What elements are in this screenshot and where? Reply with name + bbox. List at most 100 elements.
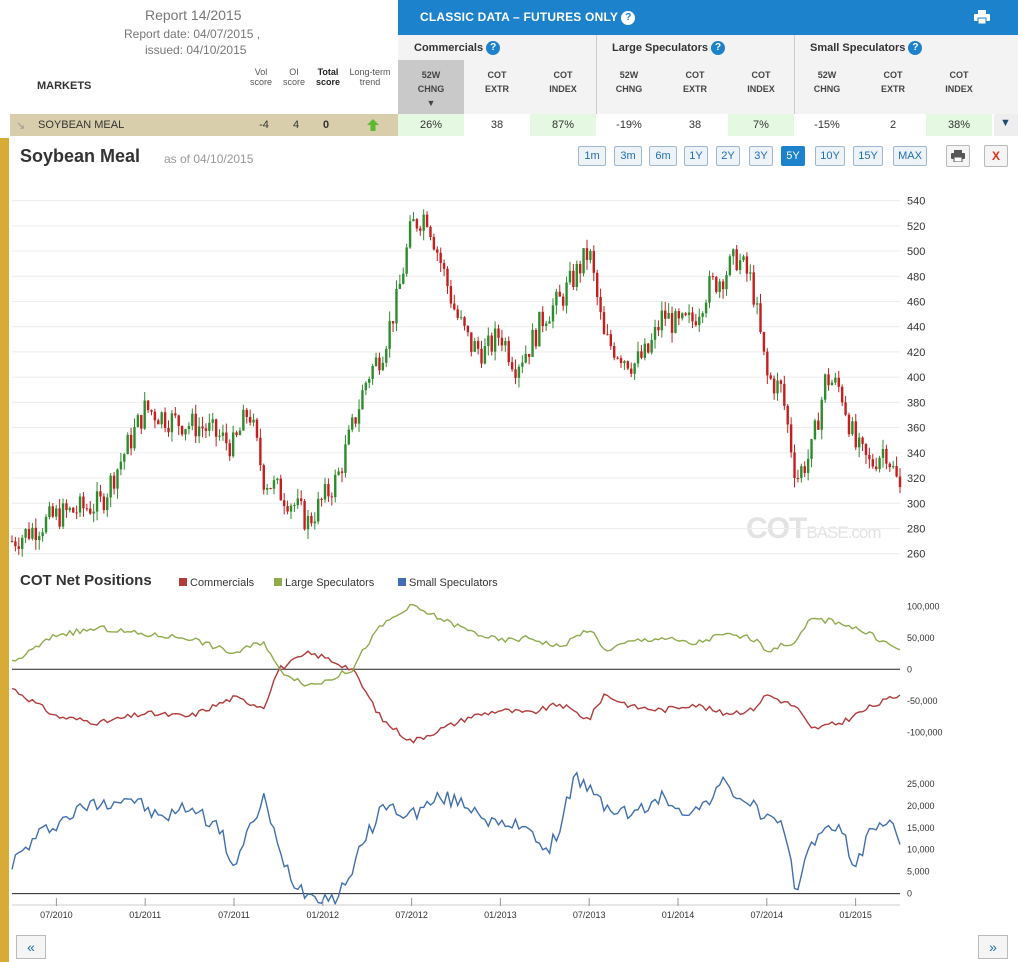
col-ls-cot-index[interactable]: COT INDEX bbox=[747, 70, 775, 94]
candle-body bbox=[531, 329, 534, 357]
y-tick-label: 400 bbox=[907, 372, 925, 384]
chart-title: Soybean Meal bbox=[20, 146, 141, 166]
candle-body bbox=[823, 374, 827, 400]
candle-body bbox=[527, 353, 531, 357]
nav-next-button[interactable]: » bbox=[978, 935, 1008, 959]
range-button-5y[interactable]: 5Y bbox=[781, 146, 805, 166]
y-tick-label: 380 bbox=[907, 397, 925, 409]
candle-body bbox=[133, 427, 136, 449]
candle-body bbox=[119, 461, 123, 470]
col-comm-cot-index[interactable]: COT INDEX bbox=[549, 70, 577, 94]
col-ss-cot-index[interactable]: COT INDEX bbox=[945, 70, 973, 94]
col-comm-52w-chng[interactable]: 52W CHNG ▼ bbox=[398, 60, 464, 114]
candle-body bbox=[317, 498, 320, 522]
help-icon[interactable]: ? bbox=[621, 10, 636, 25]
candle-body bbox=[187, 425, 191, 430]
table-row[interactable]: ↘ SOYBEAN MEAL -4 4 0 bbox=[10, 114, 398, 136]
candle-body bbox=[167, 428, 170, 433]
candle-body bbox=[419, 228, 422, 231]
close-button[interactable]: X bbox=[984, 145, 1008, 167]
markets-column-header[interactable]: MARKETS bbox=[37, 80, 92, 92]
oi-score-header[interactable]: OI score bbox=[282, 67, 305, 87]
candle-body bbox=[153, 411, 157, 421]
sort-desc-icon: ▼ bbox=[426, 98, 436, 108]
y-tick-label: -50,000 bbox=[907, 696, 938, 706]
candle-body bbox=[694, 321, 698, 326]
candle-body bbox=[306, 515, 310, 530]
y-tick-label: 360 bbox=[907, 423, 925, 435]
range-button-1y[interactable]: 1Y bbox=[684, 146, 708, 166]
range-button-6m[interactable]: 6m bbox=[649, 146, 677, 166]
y-tick-label: 260 bbox=[907, 549, 925, 561]
candle-body bbox=[650, 339, 653, 353]
divider bbox=[794, 35, 795, 114]
candle-body bbox=[623, 361, 626, 364]
y-tick-label: 20,000 bbox=[907, 801, 935, 811]
series-line-small-speculators bbox=[11, 771, 901, 906]
col-ss-52w-chng[interactable]: 52W CHNG bbox=[813, 70, 841, 94]
market-name[interactable]: SOYBEAN MEAL bbox=[38, 119, 125, 131]
candle-body bbox=[476, 341, 480, 349]
candle-body bbox=[847, 414, 851, 435]
candle-body bbox=[385, 348, 388, 363]
candle-body bbox=[606, 334, 609, 336]
candle-body bbox=[647, 343, 650, 353]
legend-small-speculators[interactable]: Small Speculators bbox=[398, 577, 498, 589]
col-ls-cot-extr[interactable]: COT EXTR bbox=[682, 70, 707, 94]
candle-body bbox=[371, 365, 374, 379]
candle-body bbox=[170, 413, 174, 433]
y-tick-label: 460 bbox=[907, 296, 925, 308]
candle-body bbox=[820, 399, 823, 430]
col-ss-cot-extr[interactable]: COT EXTR bbox=[880, 70, 905, 94]
col-comm-cot-extr[interactable]: COT EXTR bbox=[484, 70, 509, 94]
candle-body bbox=[21, 537, 24, 549]
vol-score-header[interactable]: Vol score bbox=[249, 67, 272, 87]
candle-body bbox=[864, 443, 868, 455]
help-icon[interactable]: ? bbox=[486, 41, 501, 55]
legend-large-speculators[interactable]: Large Speculators bbox=[274, 577, 374, 589]
nav-prev-button[interactable]: « bbox=[16, 935, 46, 959]
help-icon[interactable]: ? bbox=[711, 41, 726, 55]
range-button-10y[interactable]: 10Y bbox=[815, 146, 845, 166]
candle-body bbox=[538, 311, 541, 347]
candle-body bbox=[58, 508, 61, 527]
range-button-3m[interactable]: 3m bbox=[614, 146, 642, 166]
col-ls-52w-chng[interactable]: 52W CHNG bbox=[615, 70, 643, 94]
total-score-header[interactable]: Total score bbox=[315, 67, 341, 87]
candle-body bbox=[657, 326, 660, 331]
range-button-3y[interactable]: 3Y bbox=[749, 146, 773, 166]
candle-body bbox=[793, 452, 796, 478]
range-button-2y[interactable]: 2Y bbox=[716, 146, 740, 166]
candle-body bbox=[255, 419, 259, 438]
print-icon[interactable] bbox=[974, 10, 990, 24]
legend-commercials[interactable]: Commercials bbox=[179, 577, 254, 589]
candle-body bbox=[708, 276, 711, 303]
x-tick-label: 01/2011 bbox=[129, 910, 161, 920]
help-icon[interactable]: ? bbox=[908, 41, 923, 55]
range-button-1m[interactable]: 1m bbox=[578, 146, 606, 166]
candle-body bbox=[262, 465, 265, 490]
long-term-trend-header[interactable]: Long-term trend bbox=[349, 67, 391, 87]
candle-body bbox=[364, 382, 368, 391]
candle-body bbox=[626, 361, 630, 369]
candle-body bbox=[599, 297, 602, 313]
y-tick-label: -100,000 bbox=[907, 727, 943, 737]
candle-body bbox=[834, 377, 837, 383]
expand-row-button[interactable]: ▼ bbox=[994, 114, 1018, 136]
candle-body bbox=[123, 454, 126, 462]
candle-body bbox=[160, 412, 163, 425]
candle-body bbox=[235, 432, 238, 436]
candle-body bbox=[857, 437, 861, 448]
candle-body bbox=[674, 311, 677, 333]
candle-body bbox=[711, 276, 715, 278]
series-line-commercials bbox=[11, 650, 901, 744]
print-button[interactable] bbox=[946, 145, 970, 167]
candle-body bbox=[466, 325, 470, 333]
candle-body bbox=[293, 504, 296, 506]
candle-body bbox=[248, 416, 252, 423]
candle-body bbox=[776, 380, 779, 394]
range-button-15y[interactable]: 15Y bbox=[853, 146, 883, 166]
range-button-max[interactable]: MAX bbox=[893, 146, 927, 166]
candle-body bbox=[177, 415, 180, 427]
candle-body bbox=[534, 329, 538, 347]
